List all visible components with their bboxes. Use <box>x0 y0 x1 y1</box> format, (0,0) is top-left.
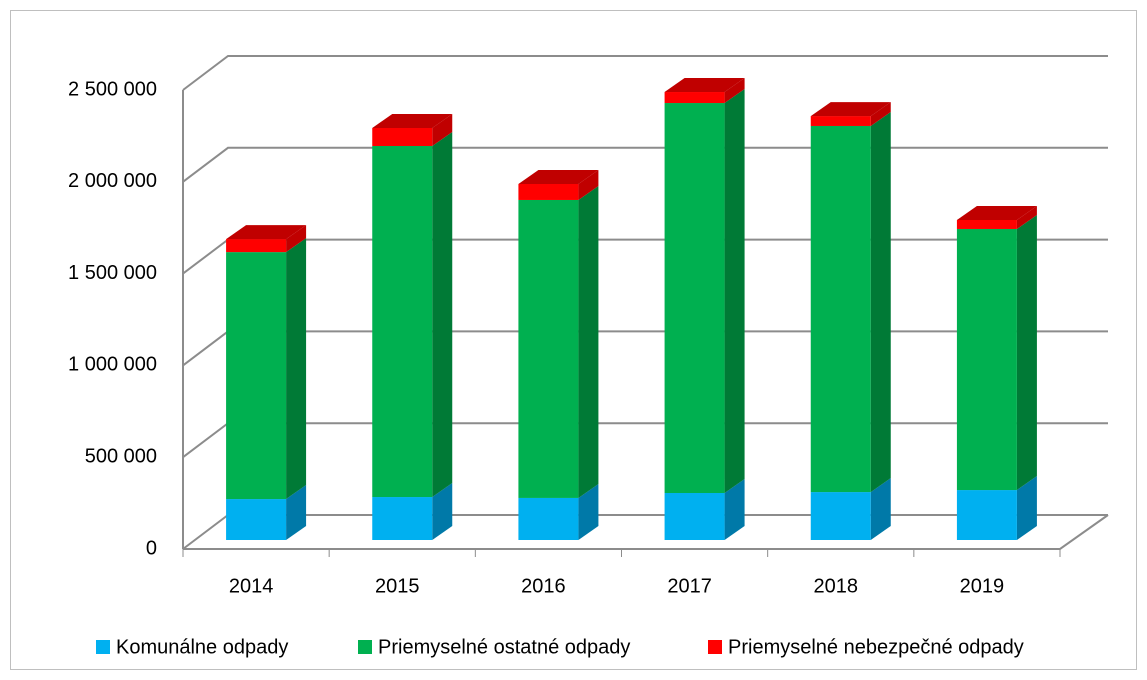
grid-line <box>182 55 1108 91</box>
bar <box>956 490 1017 540</box>
bar <box>226 239 287 253</box>
legend-label: Komunálne odpady <box>116 636 288 658</box>
bar <box>664 92 725 104</box>
y-tick-label: 500 000 <box>85 445 157 467</box>
bar <box>372 497 433 540</box>
bar <box>810 492 871 540</box>
bar-side <box>432 131 453 498</box>
y-tick-label: 2 500 000 <box>68 78 157 100</box>
y-tick-label: 1 000 000 <box>68 354 157 376</box>
bar-side <box>286 485 307 540</box>
bar-side <box>870 102 891 126</box>
bar <box>956 219 1017 229</box>
x-tick-label: 2019 <box>960 575 1005 597</box>
legend-label: Priemyselné ostatné odpady <box>378 636 630 658</box>
bar <box>372 128 433 146</box>
bar-top <box>226 225 307 240</box>
bar-side <box>432 114 453 146</box>
bar-top <box>810 102 891 117</box>
bar-side <box>578 483 599 540</box>
legend-label: Priemyselné nebezpečné odpady <box>728 636 1024 658</box>
bar-side <box>1016 205 1037 229</box>
bar-top <box>372 114 453 129</box>
bar <box>518 199 579 498</box>
bar <box>226 499 287 540</box>
bar-side <box>1016 476 1037 540</box>
x-tick-label: 2015 <box>375 575 420 597</box>
bar <box>810 125 871 493</box>
bar <box>518 183 579 200</box>
bar-side <box>870 111 891 493</box>
y-tick-label: 2 000 000 <box>68 170 157 192</box>
x-tick-label: 2018 <box>814 575 859 597</box>
bar-top <box>664 78 745 93</box>
bar-top <box>518 169 599 184</box>
bar-side <box>724 478 745 540</box>
bar-side <box>578 185 599 498</box>
bar <box>956 228 1017 491</box>
bar-side <box>286 238 307 500</box>
bar-side <box>724 78 745 104</box>
bar <box>810 116 871 126</box>
legend-swatch <box>708 640 722 654</box>
bar <box>664 103 725 493</box>
bar-side <box>432 483 453 540</box>
legend-swatch <box>358 640 372 654</box>
bar-side <box>1016 214 1037 491</box>
bar-top <box>956 205 1037 220</box>
y-tick-label: 1 500 000 <box>68 262 157 284</box>
x-tick-label: 2017 <box>667 575 712 597</box>
bar <box>372 145 433 498</box>
legend-swatch <box>96 640 110 654</box>
bar <box>518 497 579 540</box>
bar-side <box>286 225 307 253</box>
x-tick-label: 2014 <box>229 575 274 597</box>
bar-side <box>870 478 891 540</box>
bar-side <box>578 169 599 200</box>
bar <box>664 492 725 540</box>
x-tick-label: 2016 <box>521 575 566 597</box>
y-tick-label: 0 <box>146 537 157 559</box>
bar <box>226 252 287 500</box>
bar-side <box>724 89 745 493</box>
